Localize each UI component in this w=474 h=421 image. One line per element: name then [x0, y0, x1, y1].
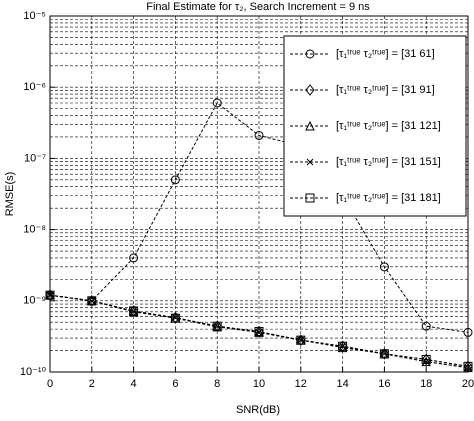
y-tick-label: 10⁻¹⁰ — [20, 366, 47, 378]
marker — [421, 353, 431, 366]
marker — [305, 120, 315, 131]
x-tick-label: 8 — [214, 378, 220, 390]
marker — [305, 49, 315, 59]
y-tick-label: 10⁻⁷ — [24, 152, 46, 164]
marker — [255, 329, 263, 336]
marker — [129, 253, 139, 263]
x-tick-label: 14 — [336, 378, 348, 390]
x-tick-label: 18 — [420, 378, 432, 390]
marker — [254, 130, 264, 140]
marker — [306, 158, 314, 166]
legend-label: [τ₁ᵗʳᵘᵉ τ₂ᵗʳᵘᵉ] = [31 61] — [336, 48, 435, 60]
y-tick-label: 10⁻⁶ — [23, 81, 46, 93]
marker — [297, 336, 305, 344]
legend-label: [τ₁ᵗʳᵘᵉ τ₂ᵗʳᵘᵉ] = [31 91] — [336, 84, 435, 96]
x-tick-label: 6 — [172, 378, 178, 390]
marker — [46, 291, 54, 299]
marker — [87, 296, 97, 306]
y-tick-label: 10⁻⁸ — [23, 224, 46, 236]
marker — [421, 321, 431, 331]
x-tick-label: 12 — [295, 378, 307, 390]
legend-box — [283, 35, 467, 217]
marker — [212, 321, 222, 331]
marker — [170, 313, 180, 323]
x-axis-label: SNR(dB) — [236, 404, 280, 416]
y-tick-label: 10⁻⁵ — [23, 10, 46, 22]
marker — [463, 327, 473, 337]
x-tick-label: 4 — [131, 378, 137, 390]
marker — [87, 294, 97, 307]
marker — [129, 306, 139, 316]
marker — [421, 354, 431, 364]
marker — [170, 175, 180, 185]
series-line — [49, 102, 469, 333]
marker — [296, 335, 306, 345]
x-tick-label: 20 — [462, 378, 474, 390]
series-line — [49, 294, 469, 367]
marker — [296, 334, 306, 346]
legend: [τ₁ᵗʳᵘᵉ τ₂ᵗʳᵘᵉ] = [31 61] [τ₁ᵗʳᵘᵉ τ₂ᵗʳᵘᵉ]… — [283, 35, 467, 217]
y-axis-label: RMSE(s) — [4, 172, 16, 217]
legend-label: [τ₁ᵗʳᵘᵉ τ₂ᵗʳᵘᵉ] = [31 121] — [336, 120, 441, 132]
legend-label: [τ₁ᵗʳᵘᵉ τ₂ᵗʳᵘᵉ] = [31 181] — [336, 192, 441, 204]
marker — [379, 262, 389, 272]
marker — [172, 314, 179, 321]
marker — [338, 341, 348, 351]
plot-frame — [49, 15, 469, 373]
marker — [305, 193, 315, 203]
marker — [212, 98, 222, 108]
marker — [379, 348, 390, 360]
marker — [254, 327, 264, 337]
marker — [305, 84, 315, 96]
x-tick-label: 2 — [89, 378, 95, 390]
marker — [381, 350, 388, 358]
x-tick-label: 16 — [378, 378, 390, 390]
marker — [45, 289, 55, 301]
marker — [379, 349, 389, 359]
y-tick-label: 10⁻⁹ — [23, 295, 46, 307]
x-tick-label: 10 — [253, 378, 265, 390]
x-tick-label: 0 — [47, 378, 53, 390]
marker — [463, 361, 473, 371]
marker — [45, 290, 55, 300]
legend-label: [τ₁ᵗʳᵘᵉ τ₂ᵗʳᵘᵉ] = [31 151] — [336, 156, 441, 168]
chart-title: Final Estimate for τ₂, Search Increment … — [146, 1, 370, 13]
